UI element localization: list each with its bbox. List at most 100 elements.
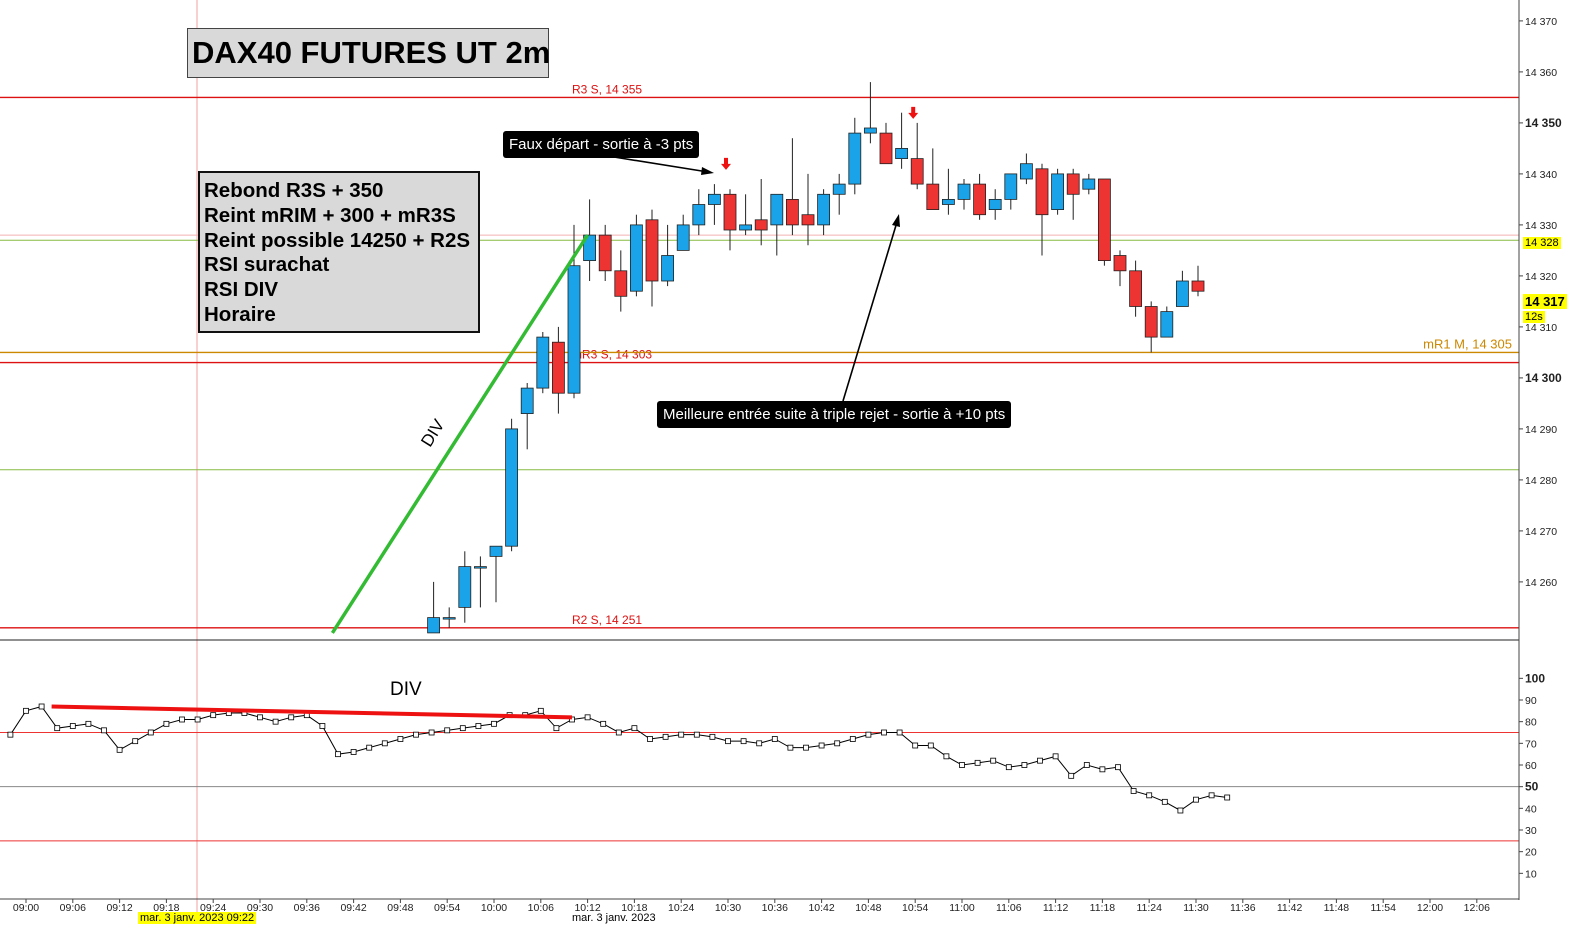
rsi-point [1083,762,1090,768]
x-tick-label: 11:24 [1136,902,1162,914]
rsi-point [335,751,341,758]
candle-body [708,193,721,205]
x-tick-label: 09:24 [200,902,226,914]
candle-body [1004,173,1018,200]
rsi-point [974,759,981,766]
rsi-point [7,731,14,738]
callout-pointer [613,156,709,173]
rsi-point [943,753,950,760]
y-tick-label: 14 300 [1525,371,1562,385]
note-line: Horaire [204,302,276,326]
rsi-point [23,707,29,714]
grid-layer [0,0,1519,922]
note-line: Rebond R3S + 350 [204,179,384,202]
rsi-point [397,736,404,742]
notes-panel: Rebond R3S + 350 Reint mRIM + 300 + mR3S… [198,171,480,333]
rsi-point [990,757,997,764]
candle-body [427,617,441,634]
x-tick-label: 10:42 [808,902,834,914]
rsi-point [116,746,123,753]
x-tick-label: 10:06 [528,902,554,914]
rsi-point [132,738,139,745]
candle-body [723,193,737,231]
y-tick-label: 14 330 [1525,220,1557,232]
rsi-point [444,727,451,734]
y-tick-label: 14 310 [1525,322,1557,334]
rsi-point [771,736,778,742]
down-arrow-icon [908,106,919,119]
rsi-point [1208,792,1215,799]
x-tick-label: 11:18 [1090,902,1116,914]
rsi-point [756,740,763,747]
candle-body [926,183,940,211]
rsi-point [849,736,856,742]
rsi-divergence-line [51,704,573,720]
x-tick-label: 12:00 [1417,902,1443,914]
rsi-point [366,744,373,751]
axes-layer: 14 260 14 270 14 280 14 290 14 300 14 310 14 3… [0,0,1562,914]
y-tick-label: 14 270 [1525,526,1557,538]
candle-body [583,234,596,262]
rsi-point [1005,764,1012,771]
rsi-y-tick-label: 70 [1525,738,1537,750]
rsi-point [1068,772,1075,779]
x-tick-label: 10:12 [574,902,600,914]
rsi-point [725,738,731,745]
candle-body [1176,280,1189,307]
candle-body [598,234,612,272]
rsi-y-tick-label: 20 [1525,847,1537,859]
candle-body [879,132,893,165]
level-price-tag: 14 328 [1523,237,1561,249]
rsi-point [381,740,388,747]
candle-body [739,224,752,231]
x-tick-label: 09:30 [247,902,273,914]
candle-body [614,270,628,297]
candle-body [1160,311,1174,338]
y-tick-label: 14 320 [1525,271,1557,283]
candle-body [957,183,971,200]
rsi-point [194,716,201,723]
candle-body [817,193,830,226]
candle-body [1098,178,1111,261]
x-tick-label: 09:06 [60,902,86,914]
rsi-point [1021,762,1028,768]
rsi-point [865,731,872,738]
rsi-point [101,727,107,734]
rsi-y-tick-label: 80 [1525,717,1537,729]
candle-body [1020,163,1033,180]
rsi-point [584,714,591,721]
x-tick-label: 09:18 [153,902,179,914]
y-tick-label: 14 290 [1525,424,1557,436]
rsi-y-tick-label: 60 [1525,760,1537,772]
candle-body [473,566,487,569]
x-tick-label: 11:06 [996,902,1022,914]
candle-body [692,204,706,226]
candle-body [910,158,924,185]
rsi-y-tick-label: 100 [1525,671,1545,685]
y-tick-label: 14 370 [1525,16,1557,28]
candle-body [832,183,846,195]
x-tick-label: 10:00 [481,902,507,914]
rsi-point [69,723,76,729]
x-tick-label: 11:42 [1277,902,1303,914]
candle-body [1051,173,1064,210]
rsi-point [647,736,653,742]
x-tick-label: 11:12 [1043,902,1069,914]
rsi-point [1052,753,1059,760]
candle-body [489,545,503,557]
rsi-point [257,714,263,721]
rsi-y-tick-label: 30 [1525,825,1537,837]
trendline-label: DIV [417,415,448,450]
rsi-point [803,744,809,751]
x-tick-label: 10:48 [855,902,881,914]
divergence-trendline [330,234,590,634]
rsi-point [1037,757,1043,764]
candle-body [801,214,815,226]
x-tick-label: 09:42 [340,902,366,914]
rsi-point [1177,807,1184,814]
rsi-point [1115,764,1121,771]
candlestick-series [427,82,1205,634]
rsi-point [54,725,61,732]
level-label: R2 S, 14 251 [572,613,642,627]
callout-best-entry: Meilleure entrée suite à triple rejet - … [657,401,1012,428]
